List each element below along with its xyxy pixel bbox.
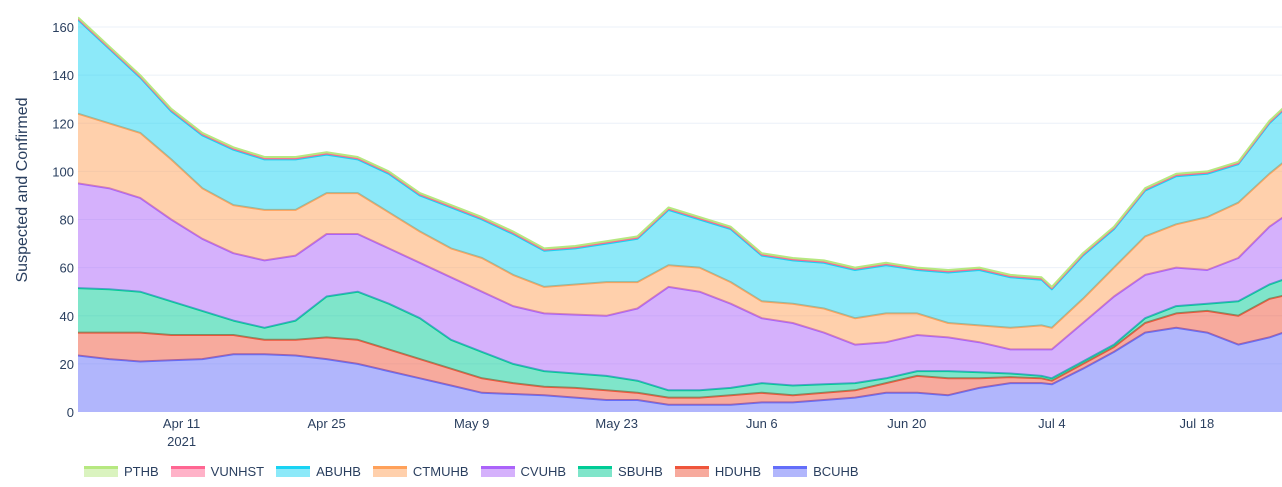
plot-areas [78, 16, 1282, 412]
area-cvuhb [78, 183, 1282, 391]
legend-item-sbuhb[interactable]: SBUHB [578, 464, 663, 479]
legend-item-bcuhb[interactable]: BCUHB [773, 464, 859, 479]
legend-swatch [578, 466, 613, 477]
x-tick-label: Jul 4 [1038, 416, 1065, 431]
legend-item-pthb[interactable]: PTHB [84, 464, 159, 479]
legend-swatch [674, 466, 709, 477]
legend-label: PTHB [124, 464, 159, 479]
x-tick-label: Jun 6 [746, 416, 778, 431]
area-bcuhb [78, 327, 1282, 412]
y-tick-label: 60 [60, 261, 74, 276]
y-axis-ticks: 0 20 40 60 80 100 120 140 160 [52, 20, 74, 420]
legend-swatch [480, 466, 515, 477]
legend-label: HDUHB [714, 464, 762, 479]
y-tick-label: 40 [60, 309, 74, 324]
legend-item-hduhb[interactable]: HDUHB [674, 464, 762, 479]
x-tick-label: Apr 25 [307, 416, 345, 431]
legend: PTHB VUNHST ABUHB CTMUHB CVUHB SBUHB HDUHB BCUH… [84, 464, 871, 479]
area-sbuhb [78, 280, 1282, 398]
legend-swatch [276, 466, 311, 477]
area-abuhb [78, 19, 1282, 328]
legend-label: BCUHB [813, 464, 859, 479]
y-tick-label: 20 [60, 357, 74, 372]
legend-label: ABUHB [316, 464, 361, 479]
area-ctmuhb [78, 113, 1282, 350]
legend-item-vunhst[interactable]: VUNHST [170, 464, 265, 479]
legend-swatch [84, 466, 118, 477]
y-tick-label: 80 [60, 213, 74, 228]
legend-item-abuhb[interactable]: ABUHB [276, 464, 361, 479]
y-axis-title: Suspected and Confirmed [14, 98, 31, 283]
legend-swatch [773, 466, 808, 477]
line-pthb [78, 16, 1282, 288]
y-tick-label: 160 [52, 20, 74, 35]
legend-item-ctmuhb[interactable]: CTMUHB [372, 464, 469, 479]
y-tick-label: 100 [52, 164, 74, 179]
legend-label: VUNHST [210, 464, 265, 479]
legend-label: CTMUHB [412, 464, 469, 479]
y-tick-label: 120 [52, 116, 74, 131]
x-tick-label: Jul 18 [1180, 416, 1215, 431]
x-tick-label: May 9 [454, 416, 489, 431]
area-hduhb [78, 295, 1282, 405]
y-tick-label: 0 [67, 405, 74, 420]
x-tick-label: May 23 [595, 416, 638, 431]
x-tick-year-label: 2021 [167, 434, 196, 449]
legend-swatch [372, 466, 407, 477]
y-tick-label: 140 [52, 68, 74, 83]
legend-label: SBUHB [618, 464, 663, 479]
legend-item-cvuhb[interactable]: CVUHB [480, 464, 567, 479]
x-tick-label: Apr 11 [163, 416, 200, 431]
legend-label: CVUHB [520, 464, 567, 479]
legend-swatch [170, 466, 205, 477]
x-tick-label: Jun 20 [887, 416, 926, 431]
x-axis-ticks: Apr 11 2021 Apr 25 May 9 May 23 Jun 6 Jun 20 Ju… [163, 416, 1214, 449]
